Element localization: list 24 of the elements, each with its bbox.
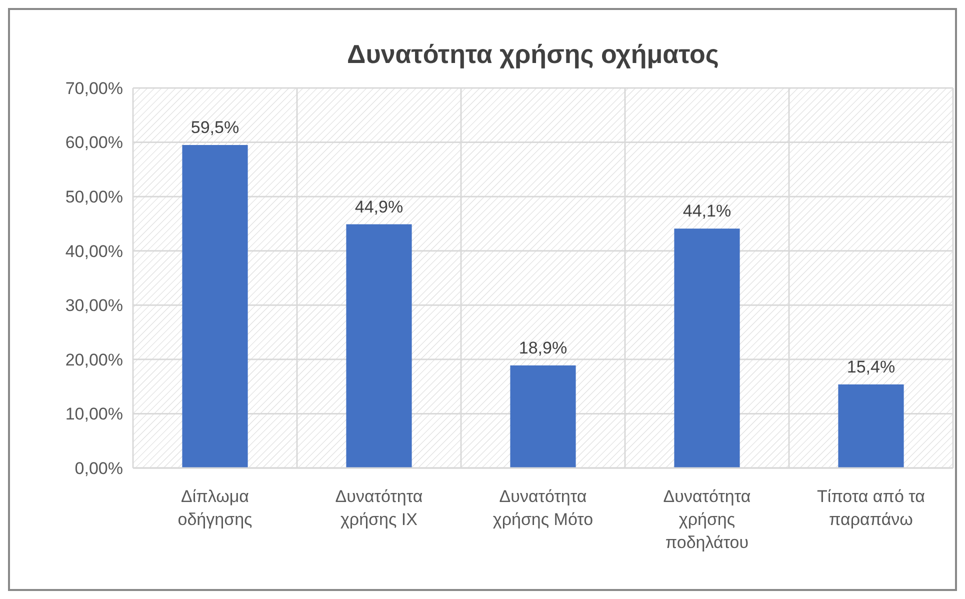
x-tick-label: Δίπλωμα οδήγησης (178, 487, 252, 529)
data-label: 59,5% (190, 118, 240, 137)
chart-title: Δυνατότητα χρήσης οχήματος (347, 39, 719, 69)
y-tick-label: 30,00% (65, 296, 123, 316)
x-tick-label: Δυνατότητα χρήσης ποδηλάτου (663, 487, 751, 552)
data-label: 44,9% (354, 197, 404, 216)
y-tick-label: 10,00% (65, 404, 123, 424)
data-label: 15,4% (846, 357, 896, 376)
x-tick-label: Τίποτα από τα παραπάνω (817, 487, 926, 529)
y-tick-label: 60,00% (65, 133, 123, 152)
x-tick-label: Δυνατότητα χρήσης Μότο (492, 487, 594, 529)
bar (182, 145, 248, 468)
x-tick-label: Δυνατότητα χρήσης ΙΧ (335, 487, 423, 529)
data-label: 18,9% (518, 338, 568, 358)
bar (674, 228, 740, 468)
y-tick-label: 40,00% (65, 242, 123, 261)
data-label: 44,1% (682, 202, 732, 221)
y-tick-label: 70,00% (65, 78, 123, 98)
bar (510, 365, 576, 468)
bar (346, 224, 412, 468)
bar (838, 384, 904, 468)
y-tick-label: 20,00% (65, 350, 123, 370)
y-tick-label: 50,00% (65, 188, 123, 207)
y-tick-label: 0,00% (74, 458, 123, 478)
